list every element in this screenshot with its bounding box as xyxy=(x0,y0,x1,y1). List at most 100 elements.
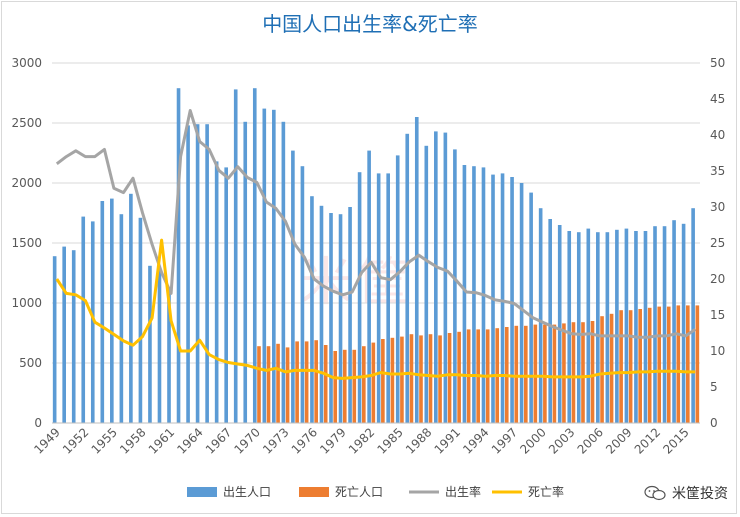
bar-birth-population xyxy=(653,226,657,423)
x-tick-label: 1991 xyxy=(432,425,463,456)
lines-layer xyxy=(55,109,697,380)
bar-death-population xyxy=(590,321,595,423)
bar-birth-population xyxy=(291,150,295,423)
bar-birth-population xyxy=(472,166,476,423)
x-tick-label: 2009 xyxy=(603,425,634,456)
bar-birth-population xyxy=(681,223,686,423)
bar-birth-population xyxy=(519,183,524,423)
y-right-tick-label: 40 xyxy=(710,128,725,142)
bar-birth-population xyxy=(138,217,143,423)
bar-death-population xyxy=(514,325,519,423)
x-tick-label: 1961 xyxy=(146,425,177,456)
x-tick-label: 1958 xyxy=(117,425,148,456)
y-right-tick-label: 45 xyxy=(710,92,725,106)
line-death-rate xyxy=(55,238,696,380)
bar-birth-population xyxy=(281,121,286,424)
legend-label: 死亡人口 xyxy=(335,485,383,499)
legend: 出生人口 死亡人口 出生率 死亡率 xyxy=(187,484,564,499)
bar-death-population xyxy=(362,346,366,423)
bar-birth-population xyxy=(71,250,76,423)
bar-birth-population xyxy=(110,198,114,423)
bar-birth-population xyxy=(586,228,591,423)
x-tick-label: 2003 xyxy=(546,425,577,456)
bar-birth-population xyxy=(662,226,667,423)
bar-death-population xyxy=(257,346,261,423)
bar-birth-population xyxy=(90,221,95,423)
bar-birth-population xyxy=(567,231,572,423)
bar-birth-population xyxy=(262,108,267,423)
bar-birth-population xyxy=(310,196,314,423)
bar-birth-population xyxy=(119,214,124,423)
bar-death-population xyxy=(409,334,414,423)
bar-birth-population xyxy=(243,121,248,424)
bar-birth-population xyxy=(357,172,362,423)
bar-death-population xyxy=(686,305,690,423)
bar-death-population xyxy=(390,337,395,423)
x-tick-label: 2012 xyxy=(632,425,663,456)
watermark-text: 米筐投资 xyxy=(672,486,728,502)
bar-birth-population xyxy=(329,213,333,423)
bar-death-population xyxy=(533,324,538,423)
bar-death-population xyxy=(638,309,642,423)
y-right-tick-label: 0 xyxy=(710,416,718,430)
bar-birth-population xyxy=(615,229,619,423)
x-tick-label: 1985 xyxy=(374,425,405,456)
bar-birth-population xyxy=(81,216,86,423)
bar-birth-population xyxy=(224,167,228,423)
y-left-tick-label: 500 xyxy=(19,356,42,370)
bar-birth-population xyxy=(62,246,66,423)
bar-birth-population xyxy=(510,177,514,423)
bar-death-population xyxy=(285,347,290,423)
bar-death-population xyxy=(314,340,318,423)
y-right-tick-label: 25 xyxy=(710,236,725,250)
bar-death-population xyxy=(276,343,280,423)
bar-death-population xyxy=(543,324,547,423)
bar-birth-population xyxy=(186,125,190,424)
bar-death-population xyxy=(333,351,338,423)
x-tick-label: 1988 xyxy=(403,425,434,456)
y-left-tick-label: 2000 xyxy=(11,176,42,190)
bar-death-population xyxy=(562,323,566,423)
x-tick-label: 1982 xyxy=(346,425,377,456)
bar-death-population xyxy=(352,349,357,423)
bar-birth-population xyxy=(319,205,324,423)
bar-birth-population xyxy=(500,173,505,423)
bar-birth-population xyxy=(538,208,543,423)
bar-death-population xyxy=(447,333,452,423)
bar-death-population xyxy=(581,322,585,423)
y-left-tick-label: 2500 xyxy=(11,116,42,130)
bar-birth-population xyxy=(643,231,648,423)
bar-birth-population xyxy=(576,232,581,423)
chart-title: 中国人口出生率&死亡率 xyxy=(262,12,478,36)
bar-birth-population xyxy=(129,193,133,423)
watermark: 米筐投资 xyxy=(644,483,728,503)
x-tick-label: 2015 xyxy=(660,425,691,456)
bar-death-population xyxy=(428,334,433,423)
bar-birth-population xyxy=(557,225,562,423)
legend-swatch xyxy=(299,487,329,497)
bar-birth-population xyxy=(376,173,381,423)
bar-death-population xyxy=(419,335,423,423)
bar-birth-population xyxy=(443,132,448,423)
bar-death-population xyxy=(304,341,309,423)
y-right-tick-label: 20 xyxy=(710,272,725,286)
bar-birth-population xyxy=(167,288,171,423)
y-left-tick-label: 0 xyxy=(34,416,42,430)
bar-birth-population xyxy=(395,155,400,423)
y-right-tick-label: 50 xyxy=(710,56,725,70)
bar-death-population xyxy=(323,345,328,423)
x-tick-label: 1955 xyxy=(89,425,120,456)
bar-death-population xyxy=(371,342,376,423)
bar-death-population xyxy=(609,313,614,423)
bar-birth-population xyxy=(548,219,552,423)
x-tick-label: 2000 xyxy=(517,425,548,456)
bar-birth-population xyxy=(405,133,410,424)
line-birth-rate xyxy=(55,109,697,339)
y-left-tick-label: 3000 xyxy=(11,56,42,70)
bar-birth-population xyxy=(100,201,105,423)
bar-birth-population xyxy=(348,207,352,423)
x-tick-label: 1952 xyxy=(60,425,91,456)
bar-birth-population xyxy=(453,149,457,423)
bar-birth-population xyxy=(338,214,343,423)
